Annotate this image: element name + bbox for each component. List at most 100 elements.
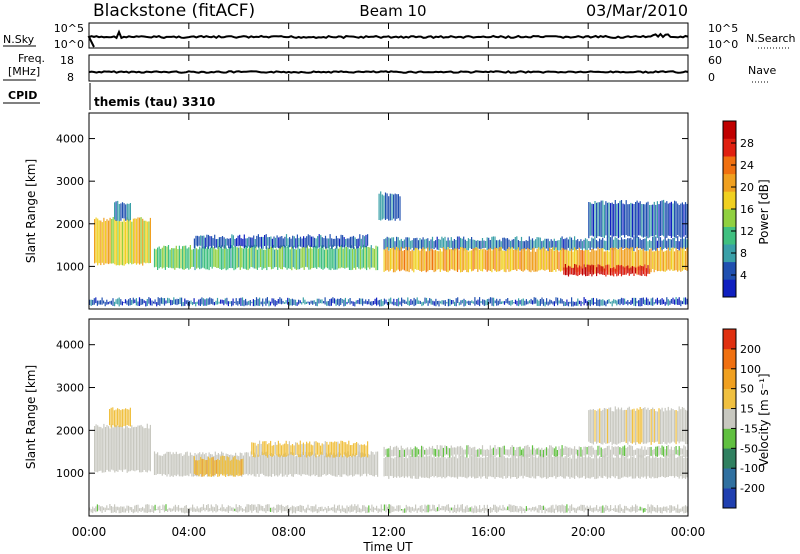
velocity-cell-8-0 xyxy=(588,410,590,442)
power-cell-4-144 xyxy=(608,236,610,251)
velocity-cell-5-97 xyxy=(535,455,537,479)
power-cell-5-161 xyxy=(634,251,637,272)
velocity-ylabel: Slant Range [km] xyxy=(24,365,38,469)
power-cell-4-58 xyxy=(474,239,476,250)
velocity-cell-4-19 xyxy=(280,445,283,456)
velocity-cell-3-16 xyxy=(218,460,220,477)
power-colorbar-label-0: 28 xyxy=(740,137,754,150)
velocity-cell-7-152 xyxy=(326,508,328,513)
velocity-cell-5-39 xyxy=(444,457,446,479)
velocity-cell-5-169 xyxy=(647,455,649,477)
power-cell-2-0 xyxy=(153,248,156,268)
power-cell-5-193 xyxy=(684,251,687,270)
velocity-cell-7-306 xyxy=(566,504,568,513)
velocity-cell-7-346 xyxy=(628,508,630,512)
power-cell-6-51 xyxy=(642,266,644,275)
power-cell-7-143 xyxy=(312,300,314,305)
power-cell-3-18 xyxy=(221,236,224,247)
power-cell-7-254 xyxy=(485,300,487,306)
velocity-cell-7-375 xyxy=(674,506,676,511)
power-cell-4-130 xyxy=(586,239,588,251)
velocity-cell-2-133 xyxy=(361,452,363,476)
power-cell-7-174 xyxy=(360,298,362,305)
velocity-cell-2-19 xyxy=(183,454,185,476)
power-cell-5-90 xyxy=(524,248,526,271)
power-cell-0-11 xyxy=(111,219,113,264)
power-cell-2-49 xyxy=(230,245,232,269)
power-cell-5-116 xyxy=(564,249,566,271)
power-cell-4-88 xyxy=(520,236,523,251)
velocity-cell-7-310 xyxy=(572,507,574,511)
velocity-cell-4-14 xyxy=(273,445,275,456)
power-cell-5-13 xyxy=(403,250,405,271)
velocity-cell-5-63 xyxy=(481,457,484,477)
velocity-cell-5-134 xyxy=(592,458,594,477)
power-cell-7-63 xyxy=(187,300,189,306)
velocity-cell-0-28 xyxy=(137,425,139,471)
velocity-cell-4-55 xyxy=(337,441,339,457)
velocity-cell-3-10 xyxy=(209,458,211,477)
velocity-cell-6-163 xyxy=(638,448,640,457)
power-cell-5-163 xyxy=(638,249,640,270)
velocity-cell-2-101 xyxy=(311,451,313,476)
velocity-cell-7-206 xyxy=(410,507,412,513)
power-cell-5-49 xyxy=(460,247,462,273)
velocity-cell-6-131 xyxy=(588,445,590,456)
velocity-cell-7-163 xyxy=(343,507,345,512)
power-cell-3-67 xyxy=(298,238,300,247)
power-cell-4-156 xyxy=(627,238,629,249)
velocity-cell-7-286 xyxy=(535,506,537,511)
velocity-cell-7-322 xyxy=(591,508,593,512)
power-cell-5-139 xyxy=(600,248,602,271)
velocity-cell-6-118 xyxy=(567,447,569,458)
velocity-cell-7-180 xyxy=(369,508,371,511)
power-cell-7-320 xyxy=(588,300,590,305)
power-cell-9-24 xyxy=(625,200,627,235)
velocity-heatmap xyxy=(89,406,688,514)
velocity-cell-6-26 xyxy=(424,449,426,455)
velocity-cell-7-318 xyxy=(585,507,587,511)
velocity-cell-5-121 xyxy=(572,455,574,478)
velocity-cell-3-27 xyxy=(235,459,238,476)
power-cell-4-123 xyxy=(575,240,577,251)
power-cell-2-137 xyxy=(367,247,369,268)
velocity-cell-7-178 xyxy=(366,507,368,513)
power-cell-4-131 xyxy=(588,241,590,249)
velocity-cell-2-44 xyxy=(222,452,224,475)
velocity-cell-5-54 xyxy=(467,458,469,478)
velocity-cell-4-21 xyxy=(284,443,286,457)
velocity-cell-5-68 xyxy=(489,453,491,477)
power-cell-4-15 xyxy=(406,237,409,251)
velocity-cell-6-172 xyxy=(652,449,654,458)
velocity-cell-7-332 xyxy=(606,505,609,511)
velocity-cell-8-23 xyxy=(624,409,626,442)
power-cell-6-1 xyxy=(564,264,566,276)
velocity-colorbar-label-3: 15 xyxy=(740,403,754,416)
power-cell-4-137 xyxy=(597,241,599,249)
velocity-cell-6-120 xyxy=(570,448,573,455)
velocity-cell-1-7 xyxy=(120,410,122,427)
velocity-cell-7-336 xyxy=(613,508,615,511)
velocity-cell-6-140 xyxy=(602,449,604,458)
velocity-cell-5-113 xyxy=(560,455,562,477)
velocity-cell-7-194 xyxy=(391,506,393,512)
power-cell-9-41 xyxy=(652,204,654,237)
velocity-colorbar-label-1: 100 xyxy=(740,363,761,376)
velocity-cell-2-24 xyxy=(191,454,193,477)
power-cell-4-44 xyxy=(452,240,454,251)
power-cell-2-59 xyxy=(245,245,248,270)
velocity-cell-0-16 xyxy=(118,425,120,470)
velocity-cell-2-66 xyxy=(256,454,258,474)
velocity-cell-4-42 xyxy=(316,442,319,455)
power-cell-2-54 xyxy=(238,247,240,268)
power-cell-7-250 xyxy=(479,297,481,307)
power-cell-5-120 xyxy=(570,248,573,270)
power-cell-7-267 xyxy=(505,299,507,304)
velocity-cell-5-79 xyxy=(506,457,509,478)
velocity-cell-7-13 xyxy=(109,504,111,511)
velocity-cell-7-287 xyxy=(536,508,538,513)
power-cell-2-101 xyxy=(311,248,313,269)
velocity-cell-7-320 xyxy=(588,507,590,512)
power-cell-2-109 xyxy=(323,249,326,269)
power-cell-3-28 xyxy=(237,235,239,247)
